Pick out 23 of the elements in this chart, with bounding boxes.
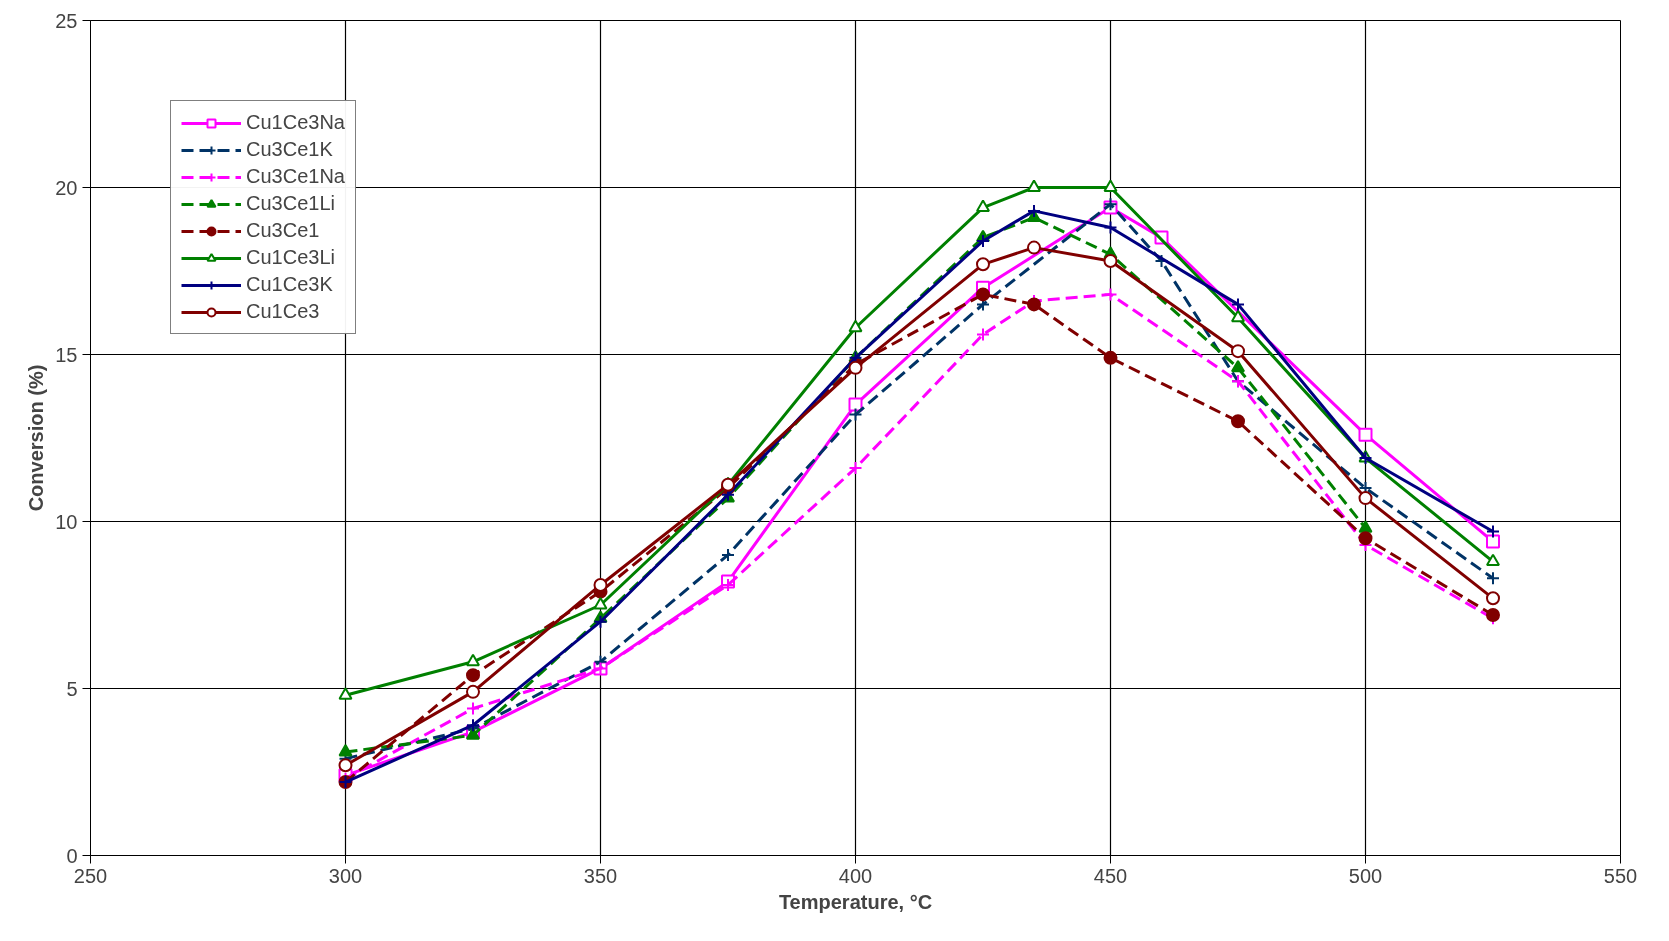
legend-label: Cu1Ce3K [246,273,333,296]
y-axis-title: Conversion (%) [25,364,48,512]
x-tick-label: 550 [1603,864,1638,887]
legend-label: Cu3Ce1Li [246,192,335,215]
legend-label: Cu1Ce3 [246,300,320,323]
x-axis-title: Temperature, °C [778,890,933,913]
x-tick-label: 250 [73,864,108,887]
legend-label: Cu3Ce1K [246,138,333,161]
x-tick-label: 300 [328,864,363,887]
x-tick-label: 450 [1093,864,1128,887]
y-tick-label: 10 [55,510,78,533]
y-tick-label: 15 [55,343,78,366]
legend-label: Cu1Ce3Na [246,111,345,134]
x-tick-label: 500 [1348,864,1383,887]
y-tick-label: 5 [66,677,78,700]
y-tick-label: 0 [66,844,78,867]
y-tick-label: 20 [55,176,78,199]
x-tick-label: 400 [838,864,873,887]
legend-label: Cu3Ce1 [246,219,320,242]
y-tick-label: 25 [55,9,78,32]
x-tick-label: 350 [583,864,618,887]
legend-label: Cu3Ce1Na [246,165,345,188]
legend-label: Cu1Ce3Li [246,246,335,269]
